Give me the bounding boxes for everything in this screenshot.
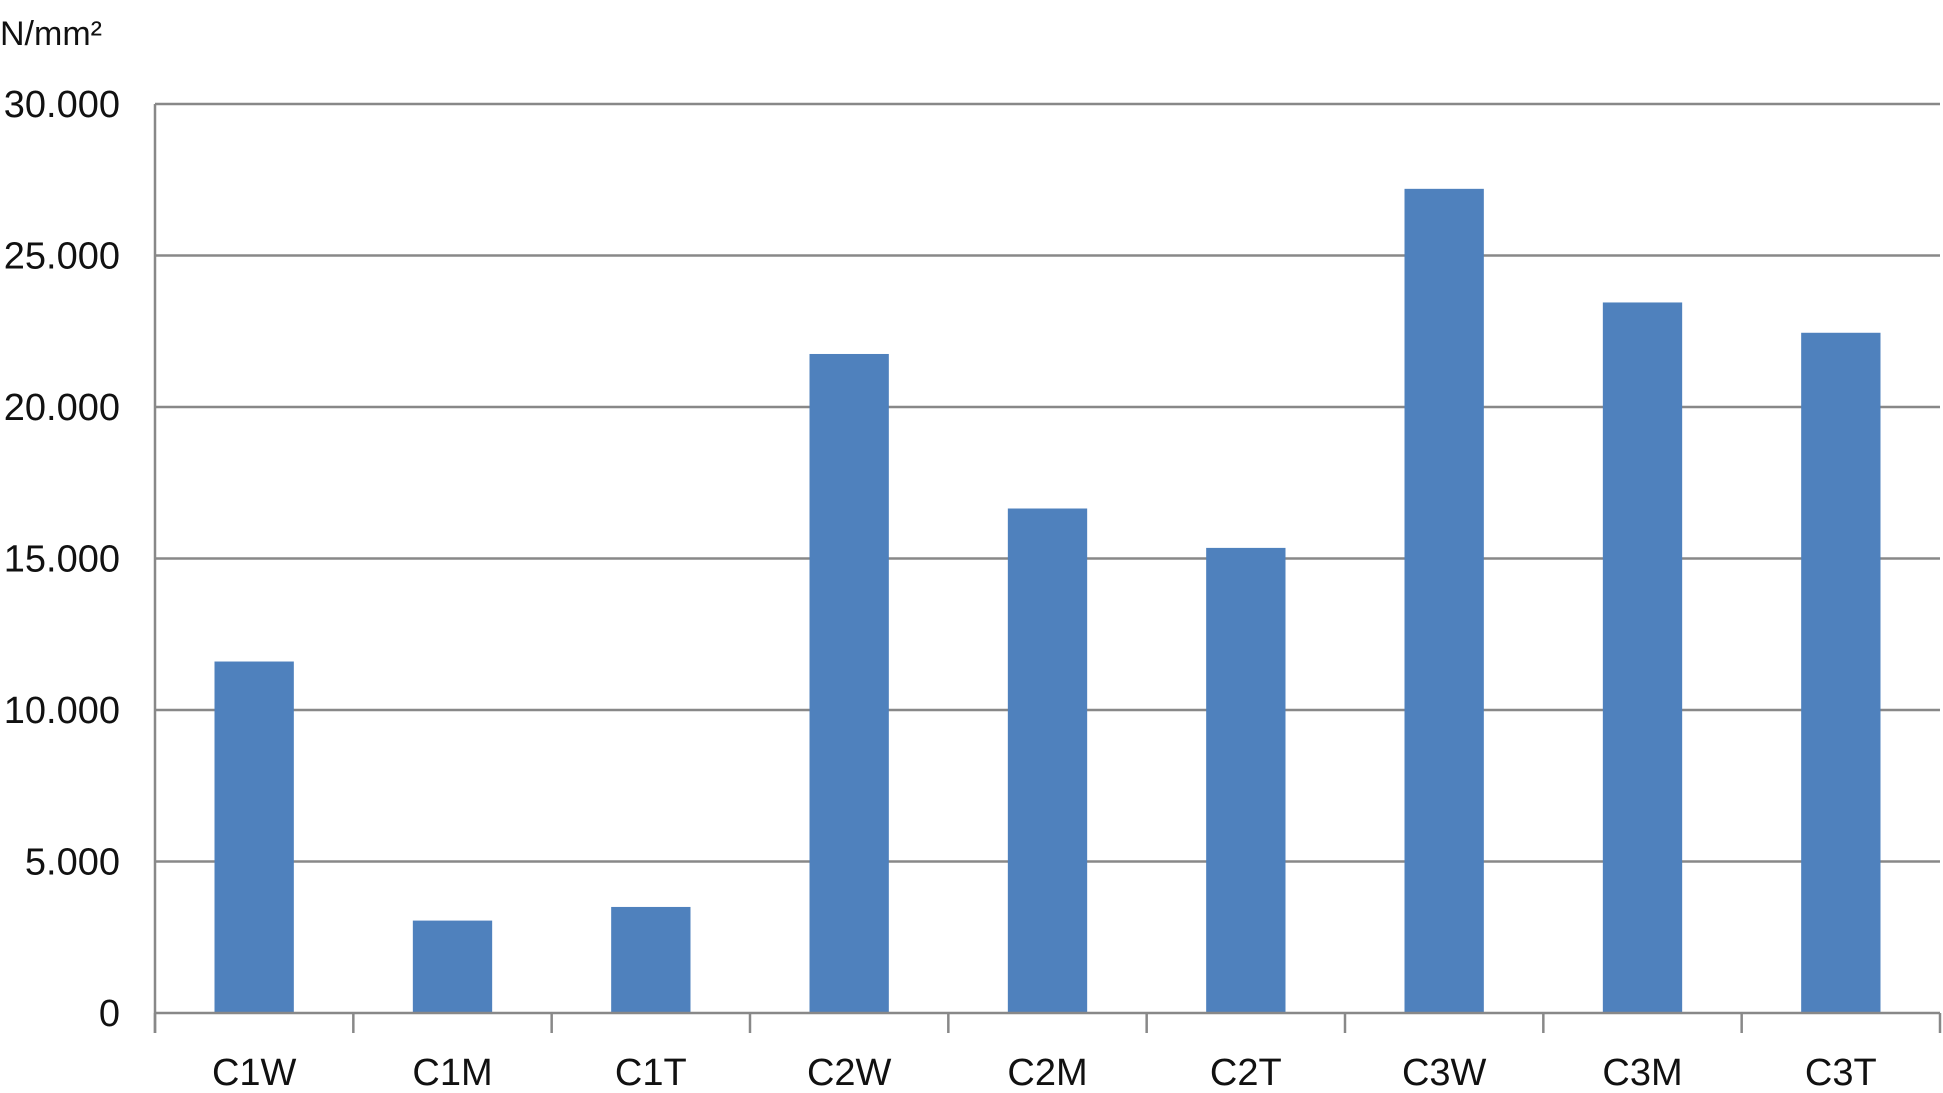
- x-tick-label: C1M: [412, 1052, 492, 1093]
- bars: [214, 188, 1881, 1014]
- y-tick-labels: 0 5.000 10.000 15.000 20.000 25.000 30.000: [4, 84, 120, 1035]
- x-tick-label: C1W: [212, 1052, 297, 1093]
- bar-c1m: [412, 920, 493, 1013]
- bar-c3w: [1404, 188, 1484, 1014]
- bar-c1t: [611, 906, 691, 1013]
- x-tick-label: C3W: [1402, 1052, 1487, 1093]
- bar-c1w: [214, 661, 294, 1013]
- y-tick-label: 20.000: [4, 387, 120, 429]
- x-tick-label: C2M: [1007, 1052, 1087, 1093]
- y-tick-label: 15.000: [4, 539, 120, 581]
- x-tick-label: C3M: [1602, 1052, 1682, 1093]
- bar-c2t: [1206, 547, 1286, 1013]
- y-tick-label: 0: [99, 993, 120, 1035]
- bar-c3t: [1801, 332, 1881, 1013]
- x-tick-label: C2T: [1210, 1052, 1282, 1093]
- x-tick-label: C2W: [807, 1052, 892, 1093]
- y-tick-label: 30.000: [4, 84, 120, 126]
- y-tick-label: 5.000: [25, 842, 120, 884]
- y-axis-unit-label: N/mm²: [0, 15, 102, 53]
- axes: [153, 104, 1942, 1033]
- x-tick-label: C3T: [1805, 1052, 1877, 1093]
- y-tick-label: 10.000: [4, 690, 120, 732]
- bar-c2w: [809, 353, 889, 1014]
- x-tick-labels: C1W C1M C1T C2W C2M C2T C3W C3M C3T: [212, 1052, 1877, 1093]
- y-tick-label: 25.000: [4, 236, 120, 278]
- bar-c3m: [1602, 302, 1683, 1014]
- x-tick-label: C1T: [615, 1052, 687, 1093]
- bar-c2m: [1007, 508, 1088, 1013]
